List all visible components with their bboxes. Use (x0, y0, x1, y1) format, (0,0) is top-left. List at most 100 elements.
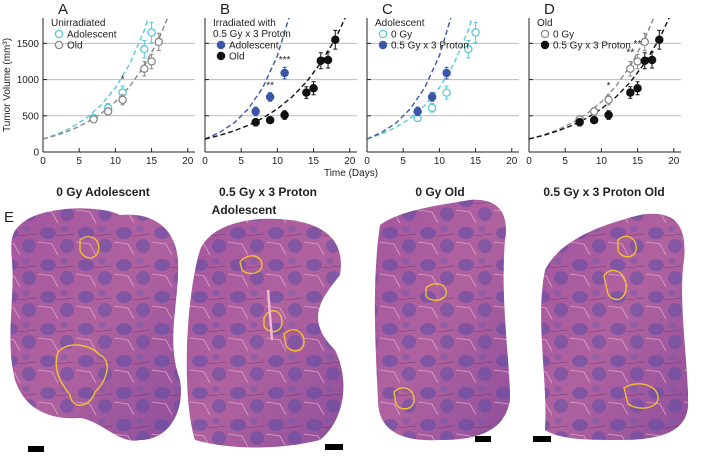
histology-image (533, 213, 689, 442)
image-title: 0.5 Gy x 3 Proton (219, 185, 317, 199)
legend-marker (540, 29, 550, 39)
data-point (265, 115, 275, 125)
significance: *** (279, 55, 291, 66)
legend-title: 0.5 Gy x 3 Proton (213, 29, 291, 40)
fit-curve (367, 18, 452, 140)
data-point (89, 115, 98, 124)
data-point (309, 84, 318, 93)
legend-marker (54, 40, 64, 50)
fit-curve (367, 18, 473, 140)
data-point (265, 92, 275, 102)
x-tick-label: 20 (506, 156, 518, 167)
fit-curve (43, 18, 149, 140)
legend-title: Adolescent (375, 18, 425, 29)
chart-panel: 0 500 1000 1500 0 5 10 15 20 * UnirradiatedAdolesc… (17, 1, 195, 167)
data-point (427, 103, 437, 113)
data-point (140, 44, 149, 54)
legend-label: Old (67, 41, 83, 52)
legend-title: Irradiated with (213, 18, 276, 29)
data-point (280, 68, 289, 78)
data-point (575, 118, 584, 127)
legend-marker (54, 29, 64, 39)
x-tick-label: 0 (526, 156, 532, 167)
significance: ** (626, 48, 634, 59)
legend-marker (216, 40, 226, 50)
data-point (626, 64, 635, 73)
x-tick-label: 5 (400, 156, 406, 167)
data-point (604, 110, 613, 120)
data-point (604, 95, 613, 105)
significance: ** (266, 80, 274, 91)
x-tick-label: 10 (110, 156, 122, 167)
data-point (413, 107, 422, 116)
legend-title: Unirradiated (51, 18, 105, 29)
data-point (323, 55, 333, 65)
data-point (280, 110, 289, 120)
data-point (118, 95, 127, 105)
x-tick-label: 10 (272, 156, 284, 167)
image-title: 0 Gy Adolescent (56, 185, 150, 199)
x-tick-label: 20 (668, 156, 680, 167)
significance: ** (634, 39, 642, 50)
y-tick-label: 0 (33, 148, 39, 159)
fit-curve (205, 18, 290, 140)
data-point (427, 92, 437, 102)
histology-images (10, 199, 689, 452)
x-tick-label: 15 (308, 156, 320, 167)
fit-curve (205, 18, 346, 140)
data-point (442, 68, 451, 78)
data-point (640, 37, 650, 47)
x-tick-label: 10 (596, 156, 608, 167)
x-tick-label: 0 (40, 156, 46, 167)
data-point (154, 37, 164, 47)
data-point (626, 88, 635, 97)
data-point (589, 107, 599, 116)
panel-letter: D (544, 1, 555, 18)
legend-label: 0 Gy (553, 30, 574, 41)
panel-letter: E (4, 209, 14, 226)
data-point (442, 88, 451, 97)
x-tick-label: 15 (632, 156, 644, 167)
data-point (302, 88, 311, 97)
image-title: 0 Gy Old (415, 185, 464, 199)
legend-label: 0.5 Gy x 3 Proton (553, 41, 631, 52)
legend-marker (378, 29, 388, 39)
panel-letter: C (382, 1, 393, 18)
data-point (331, 35, 340, 44)
x-tick-label: 10 (434, 156, 446, 167)
histology-image (374, 199, 510, 442)
x-tick-label: 20 (344, 156, 356, 167)
legend-title: Old (537, 18, 553, 29)
image-title: Adolescent (212, 203, 277, 217)
x-tick-label: 5 (238, 156, 244, 167)
histology-image (10, 208, 181, 452)
data-point (640, 56, 650, 65)
x-axis-label: Time (Days) (324, 168, 378, 179)
panel-letter: B (220, 1, 230, 18)
legend-label: Old (229, 52, 245, 63)
legend-marker (540, 40, 550, 50)
legend-label: Adolescent (67, 30, 117, 41)
x-tick-label: 5 (76, 156, 82, 167)
data-point (589, 115, 599, 125)
x-tick-label: 15 (470, 156, 482, 167)
data-point (147, 28, 156, 37)
y-tick-label: 1500 (17, 39, 40, 50)
data-point (471, 28, 480, 37)
x-tick-label: 0 (202, 156, 208, 167)
data-point (316, 56, 326, 65)
y-axis-label: Tumor Volume (mm³) (2, 38, 13, 132)
legend-label: Adolescent (229, 41, 279, 52)
panel-letter: A (58, 1, 68, 18)
legend-label: 0.5 Gy x 3 Proton (391, 41, 469, 52)
data-point (633, 84, 642, 93)
data-point (647, 55, 657, 65)
image-titles: 0 Gy Adolescent 0.5 Gy x 3 Proton Adoles… (56, 185, 664, 217)
data-point (140, 64, 149, 73)
data-point (251, 118, 260, 127)
data-point (147, 57, 156, 66)
